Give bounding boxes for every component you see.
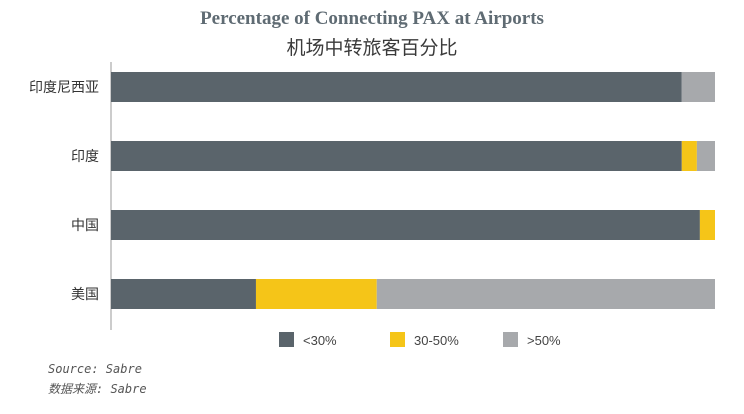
legend-swatch xyxy=(279,332,294,347)
bar-segment xyxy=(681,141,697,171)
bar-segment xyxy=(696,141,715,171)
bar-segment xyxy=(111,141,682,171)
bar-segment xyxy=(376,279,715,309)
category-label: 印度 xyxy=(71,149,99,165)
category-label: 印度尼西亚 xyxy=(29,80,99,96)
source-en: Source: Sabre xyxy=(48,362,142,376)
bar-segment xyxy=(111,210,700,240)
legend-swatch xyxy=(390,332,405,347)
bar-segment xyxy=(255,279,377,309)
bar-segment xyxy=(111,279,256,309)
bar-segment xyxy=(681,72,715,102)
legend-label: >50% xyxy=(527,333,561,348)
source-zh: 数据来源: Sabre xyxy=(48,382,147,396)
category-label: 美国 xyxy=(71,287,99,303)
legend-label: <30% xyxy=(303,333,337,348)
chart-subtitle: 机场中转旅客百分比 xyxy=(286,37,458,59)
category-label: 中国 xyxy=(71,218,99,234)
bar-segment xyxy=(699,210,715,240)
legend-label: 30-50% xyxy=(414,333,459,348)
legend-swatch xyxy=(503,332,518,347)
bar-segment xyxy=(111,72,682,102)
chart-title: Percentage of Connecting PAX at Airports xyxy=(200,8,544,29)
